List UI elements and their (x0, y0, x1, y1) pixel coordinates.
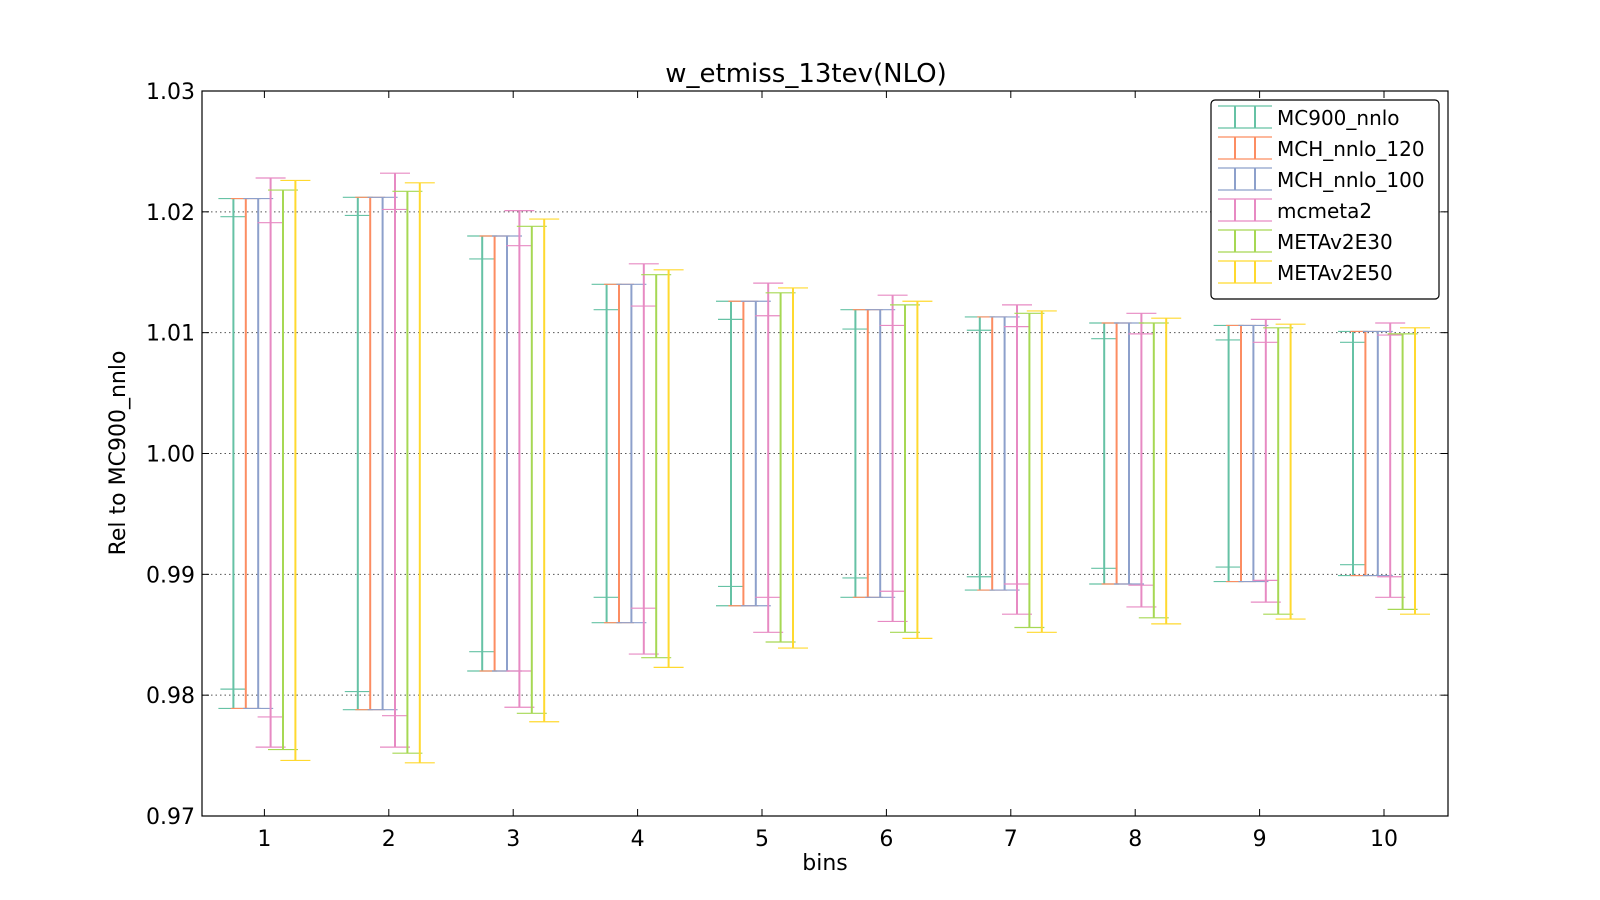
y-tick-label: 1.00 (146, 443, 195, 468)
error-bars (218, 172, 1430, 764)
legend-label: MCH_nnlo_120 (1277, 137, 1425, 161)
series-METAv2E50 (280, 179, 1430, 764)
x-tick-label: 9 (1253, 827, 1267, 852)
y-tick-label: 0.98 (146, 684, 195, 709)
series-MCH_nnlo_100 (243, 196, 1393, 711)
x-tick-label: 10 (1370, 827, 1398, 852)
y-axis-label: Rel to MC900_nnlo (106, 351, 131, 556)
legend-label: MCH_nnlo_100 (1277, 168, 1425, 192)
x-axis-label: bins (802, 851, 847, 876)
legend-box (1210, 99, 1440, 300)
legend-label: METAv2E50 (1277, 261, 1393, 285)
series-mcmeta2 (255, 172, 1406, 748)
x-tick-label: 1 (257, 827, 271, 852)
x-tick-label: 4 (631, 827, 645, 852)
x-tick-label: 5 (755, 827, 769, 852)
y-tick-label: 0.97 (146, 805, 195, 830)
legend-label: METAv2E30 (1277, 230, 1393, 254)
x-axis: 1 2 3 4 5 6 7 8 9 10 (257, 91, 1398, 852)
x-tick-label: 6 (879, 827, 893, 852)
y-tick-label: 1.02 (146, 201, 195, 226)
y-axis: 0.97 0.98 0.99 1.00 1.01 1.02 1.03 (146, 80, 1448, 830)
legend-label: MC900_nnlo (1277, 106, 1400, 130)
legend: MC900_nnlo MCH_nnlo_120 MCH_nnlo_100mcmeta… (1210, 99, 1440, 300)
x-tick-label: 7 (1004, 827, 1018, 852)
y-tick-label: 0.99 (146, 563, 195, 588)
x-tick-label: 8 (1128, 827, 1142, 852)
series-MC900_nnlo (218, 196, 1368, 711)
legend-label: mcmeta2 (1277, 199, 1372, 223)
chart-title: w_etmiss_13tev(NLO) (665, 59, 947, 89)
x-tick-label: 3 (506, 827, 520, 852)
x-tick-label: 2 (382, 827, 396, 852)
series-METAv2E30 (268, 189, 1418, 754)
y-tick-label: 1.03 (146, 80, 195, 105)
gridlines (202, 211, 1448, 696)
y-tick-label: 1.01 (146, 322, 195, 347)
